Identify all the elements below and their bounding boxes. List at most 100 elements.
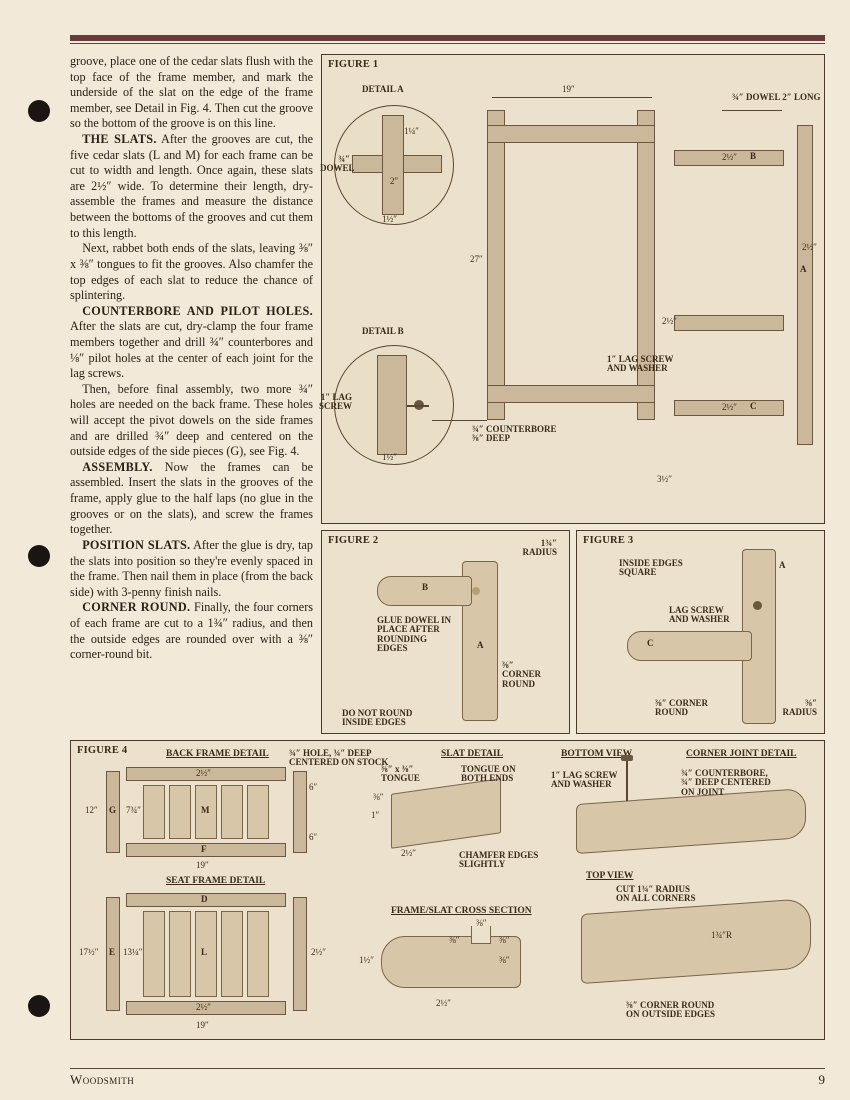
fig1-dim-rail3: 2½″	[722, 403, 737, 412]
fig4-tongueboth: TONGUE ON BOTH ENDS	[461, 765, 541, 784]
fig4-backdetail-title: BACK FRAME DETAIL	[166, 749, 269, 759]
fig4-cross-112: 1½″	[359, 956, 374, 965]
fig4-seat-1712: 17½″	[79, 948, 99, 957]
magazine-name: Woodsmith	[70, 1072, 134, 1088]
page-content: groove, place one of the cedar slats flu…	[70, 35, 825, 1070]
fig4-slat-iso	[391, 778, 501, 848]
para-2: THE SLATS. After the grooves are cut, th…	[70, 132, 313, 241]
fig1-deta-dowel: ¾″ DOWEL	[320, 155, 350, 174]
fig4-cross-title: FRAME/SLAT CROSS SECTION	[391, 906, 532, 916]
fig4-part-g: G	[109, 806, 116, 815]
fig4-cj-screw	[626, 761, 628, 801]
punch-hole	[28, 995, 50, 1017]
fig1-dim-w	[492, 97, 652, 98]
para-5: Then, before final assembly, two more ¾″…	[70, 382, 313, 460]
para-7: POSITION SLATS. After the glue is dry, t…	[70, 538, 313, 600]
figure-1-label: FIGURE 1	[328, 59, 378, 70]
fig2-noround: DO NOT ROUND INSIDE EDGES	[342, 709, 452, 728]
fig3-part-c: C	[647, 639, 654, 648]
fig2-dowel-end	[472, 587, 480, 595]
fig1-lagwasher: 1″ LAG SCREW AND WASHER	[607, 355, 697, 374]
fig4-tv-crnd: ⅜″ CORNER ROUND ON OUTSIDE EDGES	[626, 1001, 756, 1020]
fig4-part-d: D	[201, 895, 208, 904]
fig1-dim-rail4: 2½″	[802, 243, 817, 252]
fig1-cbore: ¾″ COUNTERBORE ⅜″ DEEP	[472, 425, 582, 444]
fig2-corner: ⅜″ CORNER ROUND	[502, 661, 557, 689]
fig1-leg-a	[797, 125, 813, 445]
figure-3-label: FIGURE 3	[583, 535, 633, 546]
fig4-seat-sider	[293, 897, 307, 1011]
fig3-part-a: A	[779, 561, 786, 570]
fig4-cross-212: 2½″	[436, 999, 451, 1008]
fig1-deta-114: 1¼″	[404, 127, 419, 136]
fig4-seat-212: 2½″	[196, 1003, 211, 1012]
fig4-cj-base	[576, 788, 806, 854]
fig1-bot-rail	[487, 385, 655, 403]
fig4-back-212: 2½″	[196, 769, 211, 778]
fig4-back-slat	[247, 785, 269, 839]
fig4-part-m: M	[201, 806, 210, 815]
fig4-seat-slat	[143, 911, 165, 997]
fig4-back-slat	[169, 785, 191, 839]
fig1-part-c: C	[750, 402, 757, 411]
fig1-dim-w-txt: 19″	[562, 85, 575, 94]
fig1-dowel-long: ¾″ DOWEL 2″ LONG	[732, 93, 822, 102]
fig1-part-b: B	[750, 152, 756, 161]
fig1-deta-2in: 2″	[390, 177, 398, 186]
fig2-part-a: A	[477, 641, 484, 650]
fig4-cross-38b: ⅜″	[499, 936, 510, 945]
fig4-slat-38a: ⅜″	[373, 793, 384, 802]
runhead-cbore: COUNTERBORE AND PILOT HOLES.	[82, 304, 313, 318]
fig4-part-e: E	[109, 948, 115, 957]
fig4-back-slat	[221, 785, 243, 839]
fig1-leg-l	[487, 110, 505, 420]
fig4-cross-38a: ⅜″	[476, 919, 487, 928]
fig1-dim-rail1: 2½″	[722, 153, 737, 162]
fig4-topview-title: TOP VIEW	[586, 871, 633, 881]
body-text-column: groove, place one of the cedar slats flu…	[70, 54, 313, 734]
fig4-cornerjoint-title: CORNER JOINT DETAIL	[686, 749, 797, 759]
fig1-detb-screw-shaft	[407, 405, 429, 407]
right-figure-column: FIGURE 1 DETAIL A ¾″ DOWEL 2″ 1¼″ 1½″ DE…	[321, 54, 825, 734]
fig4-seat-slat	[169, 911, 191, 997]
fig4-seat-212r: 2½″	[311, 948, 326, 957]
fig4-tv-block	[581, 898, 811, 984]
figure-1: FIGURE 1 DETAIL A ¾″ DOWEL 2″ 1¼″ 1½″ DE…	[321, 54, 825, 524]
page-number: 9	[819, 1072, 826, 1088]
fig4-part-l: L	[201, 948, 207, 957]
fig1-dim-rail2: 2½″	[662, 317, 677, 326]
fig4-cj-screwhead	[621, 755, 633, 761]
fig2-radius: 1¾″ RADIUS	[507, 539, 557, 558]
fig1-detail-a-title: DETAIL A	[362, 85, 404, 94]
top-rule-thick	[70, 35, 825, 41]
fig1-detail-b-title: DETAIL B	[362, 327, 404, 336]
figure-2: FIGURE 2 1¾″ RADIUS GLUE DOWEL IN PLACE …	[321, 530, 570, 734]
punch-hole	[28, 545, 50, 567]
fig1-part-a: A	[800, 265, 807, 274]
fig4-seat-19: 19″	[196, 1021, 209, 1030]
fig4-slatdetail-title: SLAT DETAIL	[441, 749, 503, 759]
figure-3: FIGURE 3 INSIDE EDGES SQUARE LAG SCREW A…	[576, 530, 825, 734]
fig4-part-f: F	[201, 845, 207, 854]
figure-2-label: FIGURE 2	[328, 535, 378, 546]
para-4: COUNTERBORE AND PILOT HOLES. After the s…	[70, 304, 313, 382]
fig3-lag: LAG SCREW AND WASHER	[669, 606, 744, 625]
fig1-top-rail	[487, 125, 655, 143]
fig3-corner: ⅜″ CORNER ROUND	[655, 699, 725, 718]
fig4-slat-1: 1″	[371, 811, 379, 820]
fig1-dowel-lead	[722, 110, 782, 111]
runhead-slats: THE SLATS.	[82, 132, 157, 146]
fig4-cj-cbore: ¾″ COUNTERBORE, ¾″ DEEP CENTERED ON JOIN…	[681, 769, 811, 797]
fig4-back-774: 7¾″	[126, 806, 141, 815]
fig1-dim-drop: 3½″	[657, 475, 672, 484]
fig4-cross-38c: ⅜″	[449, 936, 460, 945]
fig1-rail-mid	[674, 315, 784, 331]
top-rule-thin	[70, 43, 825, 44]
fig2-glue: GLUE DOWEL IN PLACE AFTER ROUNDING EDGES	[377, 616, 462, 654]
fig4-back-slat	[143, 785, 165, 839]
fig1-deta-vbar	[382, 115, 404, 215]
fig1-detb-vbar	[377, 355, 407, 455]
fig1-dim-h-txt: 27″	[470, 255, 483, 264]
fig1-detb-112: 1½″	[382, 453, 397, 462]
fig1-deta-112: 1½″	[382, 215, 397, 224]
